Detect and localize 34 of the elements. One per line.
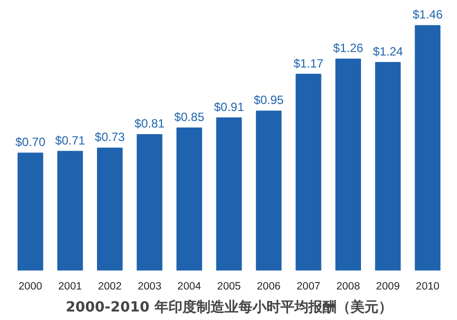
bar: [176, 127, 202, 270]
bar: [335, 58, 361, 270]
bar: [414, 25, 440, 270]
x-tick-label: 2007: [296, 280, 320, 292]
bar: [256, 110, 282, 270]
data-label: $1.17: [293, 56, 324, 70]
x-tick-label: 2004: [177, 280, 202, 292]
data-label: $0.73: [94, 130, 126, 144]
bar: [18, 152, 44, 270]
data-label: $0.95: [254, 93, 284, 108]
x-tick-label: 2009: [376, 280, 400, 292]
x-tick-label: 2003: [138, 280, 162, 292]
x-tick-label: 2005: [217, 280, 241, 292]
bar: [296, 74, 322, 270]
data-label: $1.46: [412, 8, 443, 22]
bar: [216, 117, 242, 270]
data-label: $0.91: [214, 100, 244, 114]
data-label: $0.70: [15, 135, 46, 150]
text: 2000-2010 年印度制造业每小时平均报酬（美元）: [66, 298, 392, 316]
bar: [97, 148, 123, 270]
data-label: $1.24: [372, 44, 404, 59]
x-tick-label: 2006: [256, 280, 281, 292]
bar: [375, 62, 401, 270]
x-tick-label: 2010: [416, 280, 440, 292]
x-tick-label: 2000: [18, 280, 42, 292]
data-label: $0.81: [134, 116, 165, 131]
bar: [136, 134, 162, 270]
data-label: $0.85: [174, 110, 205, 124]
data-label: $1.26: [333, 41, 364, 56]
x-tick-label: 2002: [98, 280, 122, 292]
x-tick-label: 2008: [336, 280, 360, 292]
data-label: $0.71: [55, 133, 86, 148]
bar: [57, 150, 83, 270]
x-tick-label: 2001: [58, 280, 82, 292]
